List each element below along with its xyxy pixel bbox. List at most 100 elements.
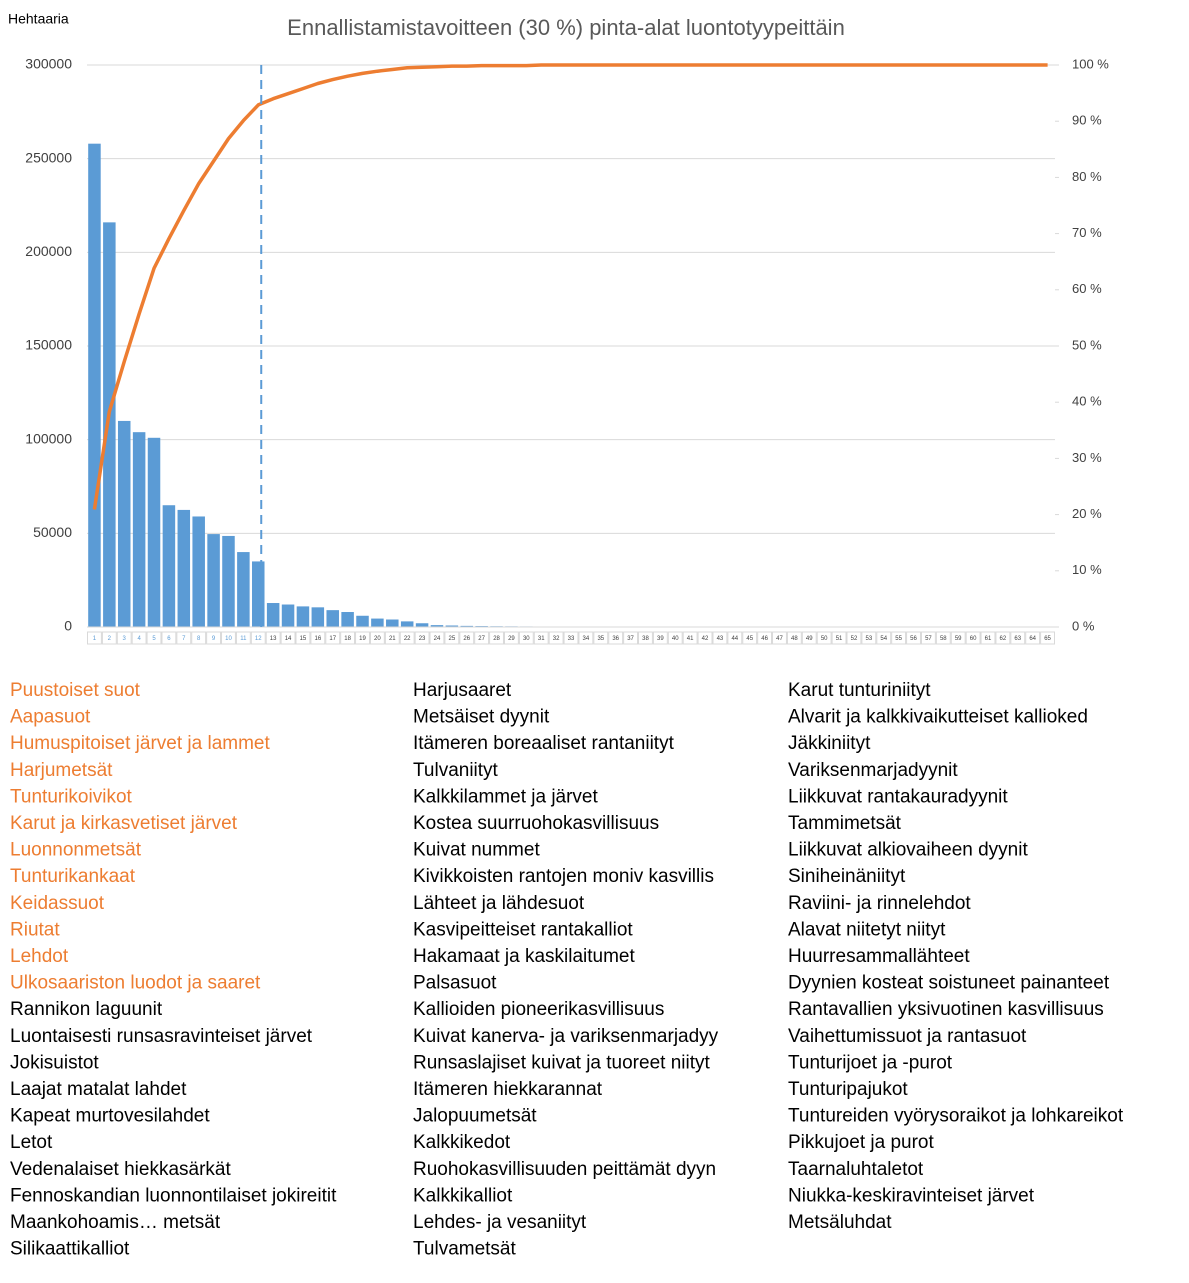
x-tick-label: 7 [182,636,186,642]
legend-item: Humuspitoiset järvet ja lammet [10,733,270,754]
x-tick-box [340,631,356,645]
legend-item: Harjusaaret [413,680,512,701]
x-tick-box [548,631,564,645]
legend-item: Tulvametsät [413,1239,516,1260]
bar [296,606,310,627]
x-tick-label: 1 [93,636,97,642]
x-tick-label: 25 [449,636,456,642]
x-tick-label: 5 [152,636,156,642]
legend-item: Luontaisesti runsasravinteiset järvet [10,1026,313,1047]
x-tick-box [310,631,326,645]
x-tick-label: 20 [374,636,381,642]
x-tick-label: 37 [627,636,634,642]
x-tick-label: 13 [270,636,277,642]
legend-item: Siniheinäniityt [788,866,906,887]
x-tick-box [623,631,639,645]
x-tick-box [518,631,534,645]
x-tick-box [652,631,668,645]
x-tick-label: 50 [821,636,828,642]
y2-tick-label: 80 % [1072,169,1102,184]
legend-item: Metsäluhdat [788,1212,892,1233]
legend-item: Kasvipeitteiset rantakalliot [413,919,633,940]
legend-item: Lehdes- ja vesaniityt [413,1212,587,1233]
x-tick-box [667,631,683,645]
x-tick-box [891,631,907,645]
x-tick-box [608,631,624,645]
x-tick-label: 40 [672,636,679,642]
legend-item: Aapasuot [10,707,91,728]
x-tick-box [712,631,728,645]
x-tick-label: 18 [344,636,351,642]
legend-item: Taarnaluhtaletot [788,1159,924,1180]
bar [237,552,250,627]
legend-item: Keidassuot [10,893,105,914]
x-tick-label: 49 [806,636,813,642]
x-tick-box [146,631,162,645]
bar [103,222,116,628]
legend-item: Jokisuistot [10,1052,99,1073]
x-tick-box [116,631,132,645]
x-tick-box [131,631,147,645]
x-tick-label: 45 [746,636,753,642]
legend-item: Tammimetsät [788,813,902,834]
legend-item: Niukka-keskiravinteiset järvet [788,1185,1035,1206]
bar [460,625,474,627]
y2-tick-label: 60 % [1072,281,1102,296]
bar [386,619,399,627]
legend-item: Laajat matalat lahdet [10,1079,187,1100]
x-tick-box [906,631,921,645]
legend-item: Fennoskandian luonnontilaiset jokireitit [10,1185,337,1206]
legend-item: Liikkuvat rantakauradyynit [788,786,1008,807]
y2-tick-label: 10 % [1072,562,1102,577]
x-tick-label: 39 [657,636,664,642]
x-tick-box [578,631,594,645]
x-tick-label: 35 [597,636,604,642]
x-tick-box [161,631,177,645]
x-tick-label: 3 [123,636,127,642]
bar [162,505,176,627]
y-tick-label: 300000 [25,56,72,72]
x-tick-label: 28 [493,636,500,642]
x-tick-box [772,631,787,645]
x-tick-box [757,631,773,645]
legend-item: Kapeat murtovesilahdet [10,1106,210,1127]
x-tick-box [503,631,519,645]
y2-tick-label: 0 % [1072,618,1095,633]
legend-item: Kivikkoisten rantojen moniv kasvillis [413,866,714,887]
y2-tick-label: 50 % [1072,337,1102,352]
legend-item: Tunturijoet ja -purot [788,1052,953,1073]
x-tick-label: 21 [389,636,396,642]
y-tick-label: 200000 [25,243,72,259]
y-tick-label: 250000 [25,149,72,165]
x-tick-label: 61 [985,636,992,642]
legend-item: Kallioiden pioneerikasvillisuus [413,999,664,1020]
x-tick-box [727,631,743,645]
x-tick-label: 48 [791,636,798,642]
x-tick-label: 30 [523,636,530,642]
legend-item: Vedenalaiset hiekkasärkät [10,1159,231,1180]
x-tick-label: 11 [240,636,247,642]
legend-item: Huurresammallähteet [788,946,970,967]
legend-item: Tunturipajukot [788,1079,908,1100]
legend-item: Tuntureiden vyörysoraikot ja lohkareikot [788,1106,1124,1127]
x-tick-label: 26 [463,636,470,642]
y-tick-label: 0 [64,618,72,634]
x-tick-label: 27 [478,636,485,642]
x-tick-label: 64 [1029,636,1036,642]
x-tick-label: 4 [137,636,141,642]
x-tick-label: 6 [167,636,171,642]
legend-item: Alavat niitetyt niityt [788,919,946,940]
legend-item: Puustoiset suot [10,680,141,701]
x-tick-box [980,631,996,645]
y2-tick-label: 40 % [1072,394,1102,409]
y-tick-label: 150000 [25,337,72,353]
x-tick-box [429,631,445,645]
legend-item: Raviini- ja rinnelehdot [788,893,971,914]
legend-item: Lehdot [10,946,69,967]
x-tick-box [206,631,222,645]
x-tick-box [87,631,102,645]
x-tick-box [369,631,385,645]
legend-item: Ruohokasvillisuuden peittämät dyyn [413,1159,716,1180]
bar [192,516,205,627]
